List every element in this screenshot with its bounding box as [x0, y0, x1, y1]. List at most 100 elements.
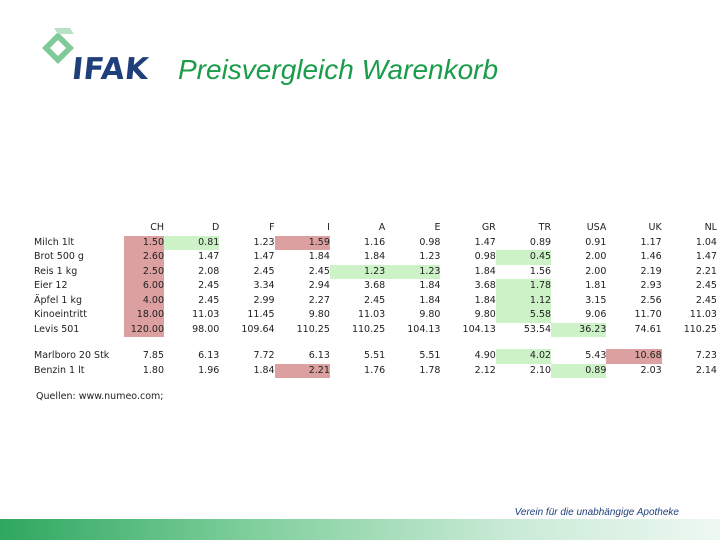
price-cell: 2.94	[308, 280, 330, 291]
price-cell: 1.23	[385, 264, 441, 279]
price-cell: 2.45	[308, 265, 330, 277]
table-row: Levis 501 120.00 98.00 109.64 110.25 110.25 10…	[34, 322, 717, 337]
price-cell: 1.84	[308, 251, 330, 262]
table-row: Marlboro 20 Stk 7.85 6.13 7.72 6.13 5.51 5.51 4…	[34, 349, 717, 364]
price-cell: 2.56	[640, 294, 662, 306]
price-cell: 1.59	[274, 235, 330, 250]
price-cell: 11.45	[247, 309, 275, 320]
table-row: Äpfel 1 kg 4.00 2.45 2.99 2.27 2.45 1.84 1.84 1.…	[34, 293, 717, 308]
column-header: NL	[704, 222, 717, 233]
price-cell: 0.45	[495, 250, 552, 265]
price-cell: 1.76	[364, 364, 386, 376]
column-header: UK	[648, 222, 662, 233]
price-cell: 2.12	[474, 364, 496, 376]
table-body-main: Milch 1lt 1.50 0.81 1.23 1.59 1.16 0.98 1.47 0.8…	[34, 235, 717, 378]
price-cell: 1.23	[329, 264, 386, 279]
row-label: Eier 12	[34, 280, 68, 291]
price-cell: 1.23	[419, 251, 441, 262]
row-label: Milch 1lt	[34, 236, 75, 248]
price-cell: 7.23	[695, 350, 717, 361]
price-cell: 2.45	[198, 294, 220, 306]
price-cell: 110.25	[351, 323, 386, 335]
ifak-logo-mark	[42, 28, 74, 64]
price-cell: 1.84	[474, 294, 496, 306]
price-cell: 3.34	[253, 280, 275, 291]
footer-slogan: Verein für die unabhängige Apotheke	[514, 507, 679, 518]
price-cell: 9.80	[419, 309, 441, 320]
table-row: Benzin 1 lt 1.80 1.96 1.84 2.21 1.76 1.78 2.12 2…	[34, 363, 717, 378]
price-cell: 11.70	[634, 309, 662, 320]
price-cell: 1.84	[364, 251, 386, 262]
spacer-cell	[34, 337, 717, 349]
price-cell: 0.98	[474, 251, 496, 262]
price-cell: 9.06	[585, 309, 607, 320]
price-cell: 2.45	[695, 280, 717, 291]
price-cell: 109.64	[241, 323, 275, 335]
footer-gradient-bar	[0, 519, 720, 540]
price-cell: 2.10	[529, 364, 552, 376]
price-cell: 18.00	[124, 308, 164, 323]
row-label: Levis 501	[34, 323, 80, 335]
price-cell: 3.15	[585, 294, 607, 306]
price-cell: 2.50	[124, 264, 164, 279]
price-cell: 1.78	[495, 279, 552, 294]
price-cell: 1.84	[253, 364, 275, 376]
price-cell: 0.91	[585, 236, 607, 248]
price-cell: 3.68	[364, 280, 386, 291]
column-header: TR	[538, 222, 552, 233]
price-cell: 1.12	[495, 293, 552, 308]
table-row: Brot 500 g 2.60 1.47 1.47 1.84 1.84 1.23 0.98 0.…	[34, 250, 717, 265]
column-header: F	[269, 222, 275, 233]
price-cell: 1.47	[695, 251, 717, 262]
price-cell: 4.90	[474, 350, 496, 361]
row-label: Brot 500 g	[34, 251, 84, 262]
price-cell: 4.00	[124, 293, 164, 308]
row-label: Marlboro 20 Stk	[34, 350, 110, 361]
price-cell: 1.47	[198, 251, 220, 262]
price-cell: 120.00	[124, 322, 164, 337]
price-cell: 74.61	[634, 323, 662, 335]
price-cell: 9.80	[474, 309, 496, 320]
price-cell: 1.47	[253, 251, 275, 262]
column-header: I	[327, 222, 330, 233]
column-header: USA	[586, 222, 607, 233]
price-cell: 9.80	[308, 309, 330, 320]
price-cell: 2.45	[198, 280, 220, 291]
price-cell: 1.17	[640, 236, 662, 248]
price-cell: 3.68	[474, 280, 496, 291]
price-cell: 0.81	[164, 235, 220, 250]
price-cell: 2.27	[308, 294, 330, 306]
price-cell: 6.00	[124, 279, 164, 294]
price-cell: 0.89	[529, 236, 552, 248]
price-cell: 2.08	[198, 265, 220, 277]
price-cell: 11.03	[357, 309, 386, 320]
price-cell: 98.00	[192, 323, 220, 335]
price-cell: 1.46	[640, 251, 662, 262]
row-label-header	[34, 221, 124, 236]
page-title: Preisvergleich Warenkorb	[178, 54, 499, 85]
price-cell: 2.21	[695, 265, 717, 277]
price-cell: 1.84	[419, 294, 441, 306]
column-header: D	[211, 222, 220, 233]
row-label: Reis 1 kg	[34, 265, 78, 277]
price-cell: 0.89	[551, 363, 607, 378]
row-label: Benzin 1 lt	[34, 364, 85, 376]
price-cell: 6.13	[198, 350, 220, 361]
table-row: Kinoeintritt 18.00 11.03 11.45 9.80 11.03 9.80…	[34, 308, 717, 323]
table-spacer-row	[34, 337, 717, 349]
table-row: Eier 12 6.00 2.45 3.34 2.94 3.68 1.84 3.68 1.78 1…	[34, 279, 717, 294]
price-cell: 1.84	[419, 280, 441, 291]
source-note: Quellen: www.numeo.com;	[36, 391, 164, 402]
price-cell: 10.68	[606, 349, 662, 364]
row-label: Äpfel 1 kg	[34, 294, 82, 306]
price-cell: 7.85	[142, 350, 164, 361]
logo-accent-icon	[54, 28, 74, 34]
price-cell: 2.60	[124, 250, 164, 265]
logo-text: IFAK	[70, 52, 151, 87]
price-cell: 11.03	[689, 309, 717, 320]
column-header: E	[434, 222, 441, 233]
price-cell: 2.93	[640, 280, 662, 291]
price-cell: 1.56	[529, 265, 552, 277]
price-cell: 6.13	[308, 350, 330, 361]
price-cell: 5.51	[364, 350, 386, 361]
